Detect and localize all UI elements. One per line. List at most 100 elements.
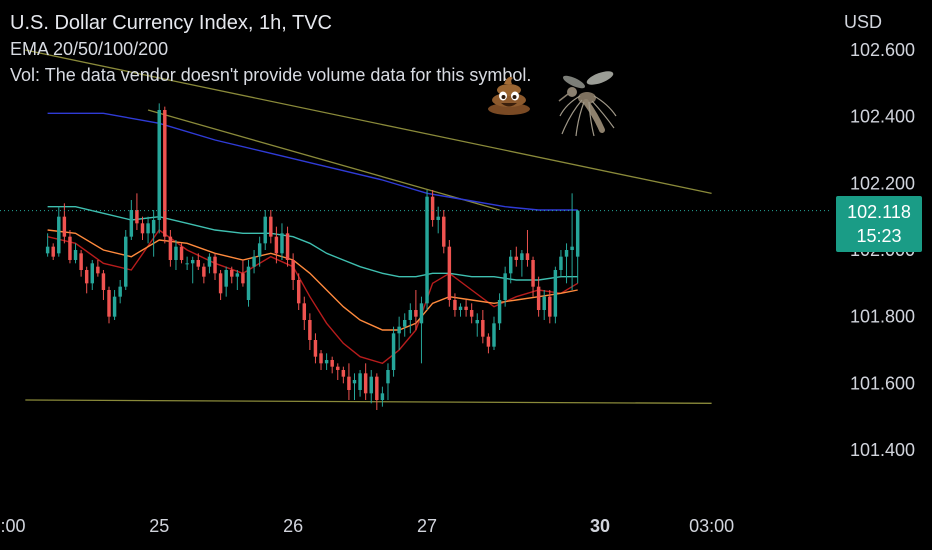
candle xyxy=(118,280,122,304)
candle xyxy=(196,253,201,270)
chart-legend: U.S. Dollar Currency Index, 1h, TVC EMA … xyxy=(10,10,531,88)
candle xyxy=(302,296,307,330)
candle xyxy=(174,240,178,270)
candle xyxy=(408,303,413,334)
currency-label[interactable]: USD xyxy=(843,12,882,32)
candle xyxy=(548,290,552,324)
candle xyxy=(124,230,128,290)
candle xyxy=(425,190,429,310)
candle xyxy=(230,266,234,284)
candle xyxy=(564,243,569,284)
poop-emoji-icon xyxy=(488,76,530,115)
candle xyxy=(45,233,50,257)
candle xyxy=(386,363,390,400)
x-tick-label: 26 xyxy=(283,516,303,536)
candle xyxy=(179,243,184,264)
candle xyxy=(207,253,212,274)
trendline-1[interactable] xyxy=(25,399,712,404)
candle xyxy=(241,260,245,287)
last-price-tag: 102.118 15:23 xyxy=(836,196,922,252)
candle xyxy=(140,216,145,240)
trendline-2[interactable] xyxy=(147,109,500,211)
candle xyxy=(157,103,161,234)
candle xyxy=(442,210,446,254)
candle xyxy=(68,230,72,264)
candle xyxy=(252,250,256,274)
candle xyxy=(380,386,385,407)
candle xyxy=(414,290,418,330)
candle xyxy=(486,333,491,354)
candle xyxy=(453,293,457,317)
x-tick-label: 03:00 xyxy=(689,516,734,536)
candle xyxy=(280,223,284,260)
candle xyxy=(397,316,401,350)
y-tick-label: 101.600 xyxy=(850,373,915,393)
candle xyxy=(575,210,580,284)
candle xyxy=(101,270,106,300)
candle xyxy=(508,250,513,284)
time-axis[interactable]: 03:00 25 26 27 30 03:00 xyxy=(0,516,734,536)
candle xyxy=(146,216,150,244)
candle xyxy=(274,226,279,264)
candle xyxy=(107,286,111,324)
candle xyxy=(553,266,558,324)
candle xyxy=(464,300,468,317)
candle xyxy=(151,210,156,257)
candle xyxy=(475,313,479,337)
candle xyxy=(570,193,574,290)
x-tick-label: 27 xyxy=(417,516,437,536)
candle xyxy=(51,243,55,260)
candle xyxy=(263,210,267,250)
y-tick-label: 102.600 xyxy=(850,40,915,60)
mosquito-emoji-icon xyxy=(558,71,617,137)
candle xyxy=(324,353,329,370)
candle xyxy=(163,106,167,244)
candle xyxy=(246,260,251,307)
x-tick-label: 25 xyxy=(149,516,169,536)
candle xyxy=(481,310,485,344)
candle xyxy=(402,313,407,337)
candle xyxy=(341,366,346,384)
candle xyxy=(224,266,228,297)
candle xyxy=(514,246,519,267)
candle xyxy=(497,293,502,330)
candle xyxy=(185,256,189,270)
symbol-title[interactable]: U.S. Dollar Currency Index, 1h, TVC xyxy=(10,12,332,34)
y-tick-label: 102.400 xyxy=(850,107,915,127)
candle xyxy=(257,236,262,267)
x-tick-label: 03:00 xyxy=(0,516,26,536)
candle xyxy=(190,256,195,284)
candle xyxy=(269,210,273,244)
candle xyxy=(285,226,290,267)
candle xyxy=(358,370,362,397)
candle xyxy=(57,206,61,257)
last-price-value: 102.118 xyxy=(847,202,911,222)
y-tick-label: 101.800 xyxy=(850,307,915,327)
candle xyxy=(542,290,546,320)
candle xyxy=(168,230,173,267)
y-tick-label: 101.400 xyxy=(850,440,915,460)
candle xyxy=(391,326,396,377)
trendlines xyxy=(25,49,712,404)
candle xyxy=(347,363,351,400)
candle xyxy=(73,243,78,264)
trendline-0[interactable] xyxy=(25,49,712,194)
ema-indicator-label[interactable]: EMA 20/50/100/200 xyxy=(10,39,169,59)
volume-indicator-label[interactable]: Vol: The data vendor doesn't provide vol… xyxy=(10,65,532,85)
candle xyxy=(336,363,340,380)
candle xyxy=(419,296,424,364)
candle xyxy=(90,260,95,290)
candle xyxy=(447,240,452,307)
candle xyxy=(352,373,357,400)
candle xyxy=(296,273,301,310)
candle xyxy=(202,263,206,284)
candle xyxy=(363,363,368,400)
candle xyxy=(319,350,323,370)
candle xyxy=(218,270,223,300)
candle xyxy=(84,266,89,294)
candle xyxy=(291,253,295,290)
candle xyxy=(458,303,463,317)
candle xyxy=(313,333,318,364)
candle xyxy=(235,270,240,290)
candle xyxy=(213,253,217,280)
